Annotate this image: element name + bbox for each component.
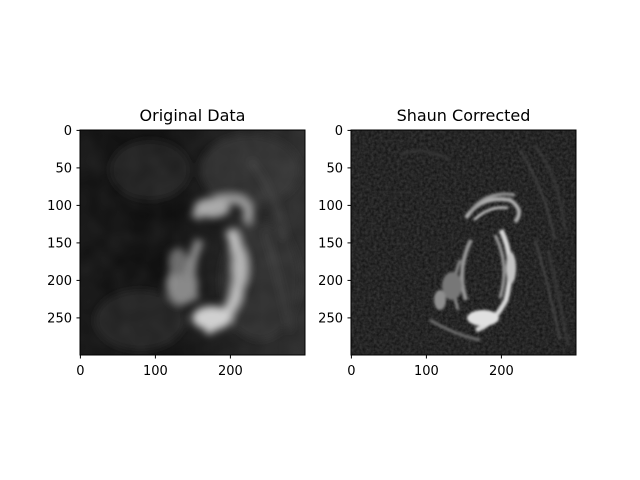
y-tick-label: 150 <box>47 237 72 252</box>
x-tick-label: 0 <box>76 364 84 379</box>
panel-corrected: Shaun Corrected <box>318 106 577 379</box>
y-tick-label: 250 <box>318 312 343 327</box>
x-tick-label: 0 <box>347 364 355 379</box>
y-tick-label: 0 <box>335 124 343 139</box>
y-tick-label: 0 <box>64 124 72 139</box>
y-tick-label: 50 <box>326 162 343 177</box>
y-tick-label: 150 <box>318 237 343 252</box>
x-tick-label: 200 <box>489 364 514 379</box>
y-tick-label: 100 <box>47 199 72 214</box>
y-tick-label: 100 <box>318 199 343 214</box>
x-axis: 0 100 200 <box>347 355 514 379</box>
y-tick-label: 50 <box>55 162 72 177</box>
panel-title: Original Data <box>140 106 246 125</box>
x-tick-label: 200 <box>218 364 243 379</box>
y-axis: 0 50 100 150 200 250 <box>47 124 80 327</box>
y-tick-label: 200 <box>318 274 343 289</box>
y-axis: 0 50 100 150 200 250 <box>318 124 351 327</box>
solar-image-corrected <box>351 130 576 355</box>
x-axis: 0 100 200 <box>76 355 243 379</box>
x-tick-label: 100 <box>414 364 439 379</box>
x-tick-label: 100 <box>143 364 168 379</box>
y-tick-label: 250 <box>47 312 72 327</box>
panel-title: Shaun Corrected <box>397 106 531 125</box>
solar-image-original <box>80 130 305 355</box>
panel-original: Original Data <box>47 106 306 379</box>
y-tick-label: 200 <box>47 274 72 289</box>
